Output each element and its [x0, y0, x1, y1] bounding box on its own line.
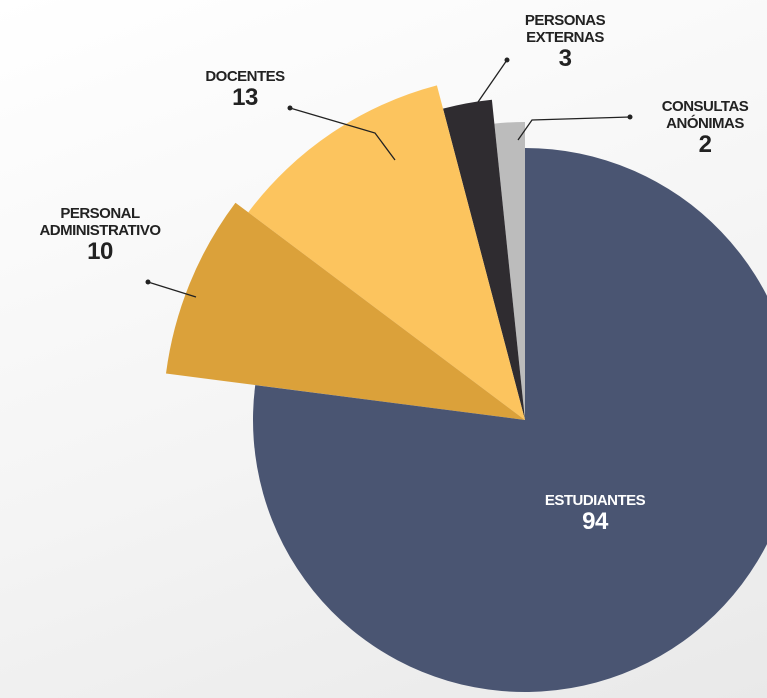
- category-name: ESTUDIANTES: [544, 492, 646, 509]
- leader-lines: [145, 57, 633, 298]
- value-label: 13: [232, 84, 258, 111]
- value-label: 94: [582, 508, 608, 535]
- leader-dot: [145, 279, 151, 285]
- slice-label: PERSONAS EXTERNAS 3: [520, 12, 610, 72]
- pie-slice: [494, 122, 525, 420]
- leader-dot: [287, 105, 293, 111]
- slice-label: CONSULTAS ANÓNIMAS 2: [660, 98, 750, 158]
- category-name: PERSONAS EXTERNAS: [524, 12, 606, 46]
- slice-label: ESTUDIANTES 94: [525, 492, 665, 535]
- leader-line: [289, 107, 396, 161]
- pie-slice: [253, 148, 767, 692]
- leader-line: [147, 281, 197, 298]
- value-label: 2: [698, 131, 712, 158]
- slice-label: DOCENTES 13: [195, 68, 295, 111]
- leader-line: [477, 59, 508, 103]
- category-name: PERSONAL ADMINISTRATIVO: [39, 205, 161, 239]
- leader-dot: [504, 57, 510, 63]
- value-label: 3: [558, 45, 572, 72]
- leader-dot: [627, 114, 633, 120]
- value-label: 10: [87, 238, 113, 265]
- slice-label: PERSONAL ADMINISTRATIVO 10: [20, 205, 180, 265]
- category-name: CONSULTAS ANÓNIMAS: [661, 98, 749, 132]
- pie-slice: [165, 202, 525, 420]
- leader-line: [517, 116, 631, 141]
- category-name: DOCENTES: [205, 68, 285, 85]
- pie-slice: [442, 99, 525, 421]
- pie-slice: [248, 85, 525, 420]
